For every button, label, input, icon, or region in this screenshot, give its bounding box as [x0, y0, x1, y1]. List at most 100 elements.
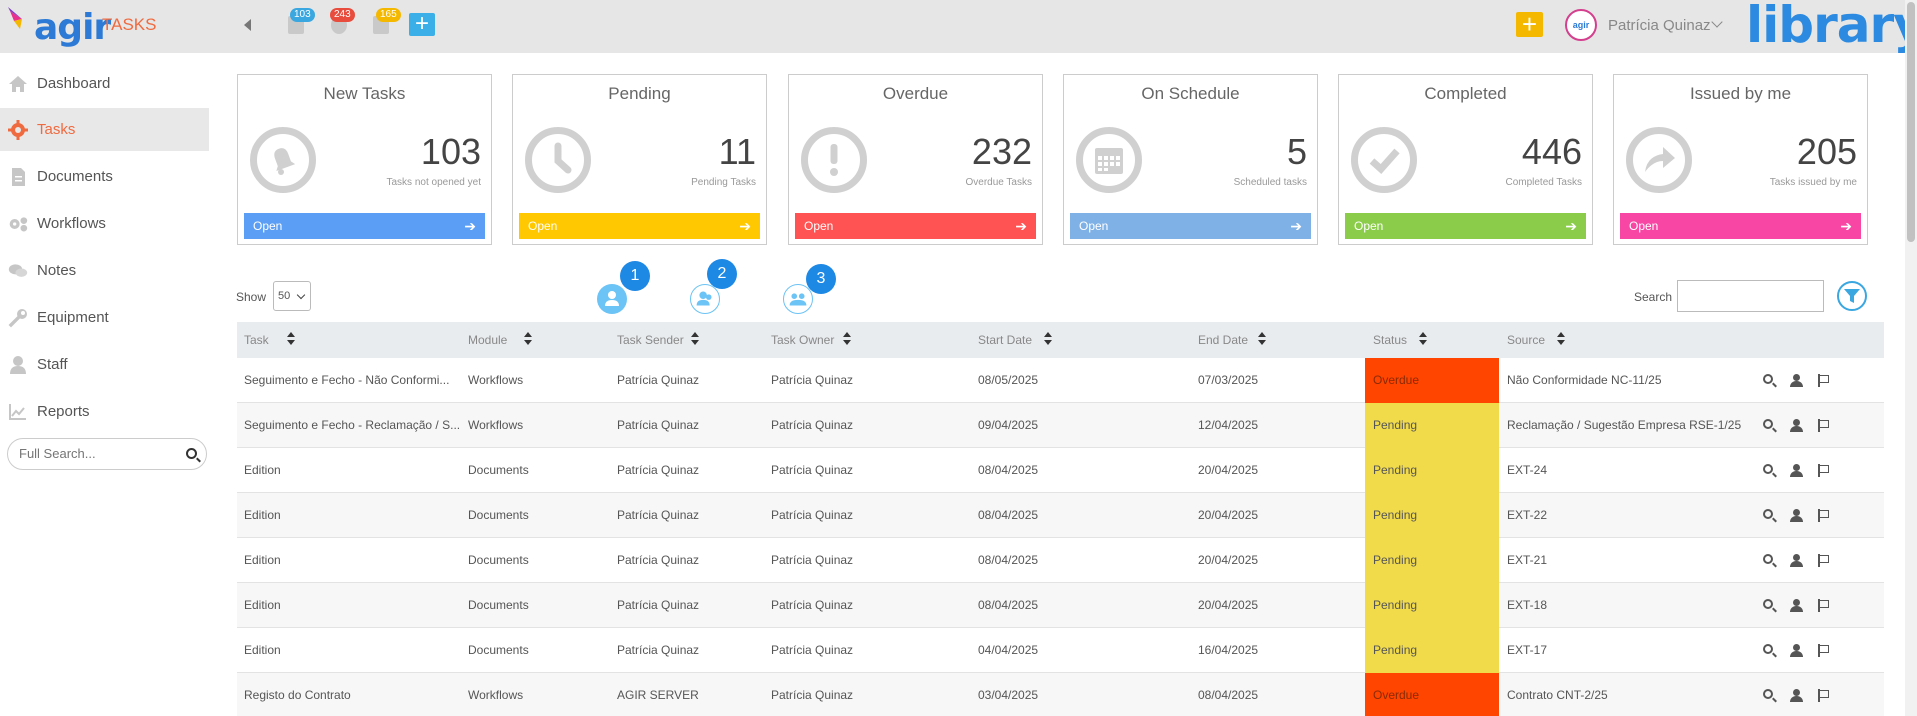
team-tasks-view-button[interactable] — [783, 284, 813, 314]
person-icon[interactable] — [1790, 419, 1803, 432]
flag-icon[interactable] — [1817, 554, 1830, 567]
flag-icon[interactable] — [1817, 599, 1830, 612]
home-icon — [9, 75, 27, 92]
table-row[interactable]: Seguimento e Fecho - Reclamação / S... W… — [237, 403, 1884, 448]
cell-task[interactable]: Registo do Contrato — [244, 688, 351, 702]
table-row[interactable]: Seguimento e Fecho - Não Conformi... Wor… — [237, 358, 1884, 403]
full-search-field[interactable] — [7, 438, 207, 470]
cell-module: Documents — [468, 553, 529, 567]
table-row[interactable]: Edition Documents Patrícia Quinaz Patríc… — [237, 583, 1884, 628]
flag-icon[interactable] — [1817, 689, 1830, 702]
column-label: Task — [244, 333, 269, 347]
person-icon[interactable] — [1790, 689, 1803, 702]
search-icon[interactable] — [186, 448, 197, 459]
open-new-tasks-button[interactable]: Open ➔ — [244, 213, 485, 239]
agir-logo[interactable]: agir — [8, 3, 111, 49]
sort-icon[interactable] — [691, 332, 699, 346]
open-completed-button[interactable]: Open ➔ — [1345, 213, 1586, 239]
person-icon[interactable] — [1790, 644, 1803, 657]
cell-owner: Patrícia Quinaz — [771, 418, 854, 432]
flag-icon[interactable] — [1817, 644, 1830, 657]
cell-sender: AGIR SERVER — [617, 688, 699, 702]
col-source[interactable]: Source — [1507, 332, 1565, 347]
quick-add-button[interactable]: + — [1516, 11, 1543, 37]
search-icon[interactable] — [1763, 509, 1773, 519]
card-title: On Schedule — [1141, 84, 1240, 103]
table-row[interactable]: Edition Documents Patrícia Quinaz Patríc… — [237, 448, 1884, 493]
collapse-sidebar-icon[interactable] — [244, 19, 251, 31]
cell-task[interactable]: Edition — [244, 508, 281, 522]
flag-icon[interactable] — [1817, 509, 1830, 522]
open-overdue-button[interactable]: Open ➔ — [795, 213, 1036, 239]
flag-icon[interactable] — [1817, 374, 1830, 387]
add-button[interactable]: + — [409, 12, 435, 36]
chevron-down-icon[interactable] — [1711, 16, 1723, 28]
cell-task[interactable]: Seguimento e Fecho - Reclamação / S... — [244, 418, 459, 432]
search-icon[interactable] — [1763, 419, 1773, 429]
group-tasks-view-button[interactable] — [690, 284, 720, 314]
open-on-schedule-button[interactable]: Open ➔ — [1070, 213, 1311, 239]
col-end-date[interactable]: End Date — [1198, 332, 1266, 347]
sidebar-item-equipment[interactable]: Equipment — [0, 296, 209, 339]
search-icon[interactable] — [1763, 554, 1773, 564]
table-row[interactable]: Registo do Contrato Workflows AGIR SERVE… — [237, 673, 1884, 716]
col-start-date[interactable]: Start Date — [978, 332, 1052, 347]
col-module[interactable]: Module — [468, 332, 532, 347]
person-icon[interactable] — [1790, 509, 1803, 522]
search-icon[interactable] — [1763, 374, 1773, 384]
sort-icon[interactable] — [1258, 332, 1266, 346]
page-size-select[interactable]: 50 — [273, 281, 311, 311]
cell-task[interactable]: Edition — [244, 598, 281, 612]
sidebar: Dashboard Tasks Documents Workflows Note… — [0, 53, 210, 716]
col-status[interactable]: Status — [1373, 332, 1427, 347]
col-task-owner[interactable]: Task Owner — [771, 332, 851, 347]
sort-icon[interactable] — [287, 332, 295, 346]
open-issued-by-me-button[interactable]: Open ➔ — [1620, 213, 1861, 239]
sidebar-item-reports[interactable]: Reports — [0, 390, 209, 433]
scrollbar-thumb[interactable] — [1907, 2, 1915, 242]
search-icon[interactable] — [1763, 464, 1773, 474]
person-icon[interactable] — [1790, 374, 1803, 387]
top-bar: agir TASKS 103 243 165 + + agir Patrícia… — [0, 0, 1917, 54]
flag-icon[interactable] — [1817, 419, 1830, 432]
search-icon[interactable] — [1763, 689, 1773, 699]
sidebar-item-notes[interactable]: Notes — [0, 249, 209, 292]
cell-source: Contrato CNT-2/25 — [1507, 688, 1608, 702]
sort-icon[interactable] — [1044, 332, 1052, 346]
sidebar-item-dashboard[interactable]: Dashboard — [0, 62, 209, 105]
table-row[interactable]: Edition Documents Patrícia Quinaz Patríc… — [237, 538, 1884, 583]
cell-task[interactable]: Edition — [244, 463, 281, 477]
person-icon[interactable] — [1790, 599, 1803, 612]
cell-task[interactable]: Edition — [244, 643, 281, 657]
col-task-sender[interactable]: Task Sender — [617, 332, 699, 347]
flag-icon[interactable] — [1817, 464, 1830, 477]
table-search-input[interactable] — [1677, 280, 1824, 312]
cell-sender: Patrícia Quinaz — [617, 598, 700, 612]
sort-icon[interactable] — [843, 332, 851, 346]
cell-task[interactable]: Seguimento e Fecho - Não Conformi... — [244, 373, 450, 387]
sort-icon[interactable] — [524, 332, 532, 346]
status-badge: Pending — [1365, 493, 1499, 538]
sort-icon[interactable] — [1419, 332, 1427, 346]
avatar[interactable]: agir — [1565, 9, 1597, 41]
user-name[interactable]: Patrícia Quinaz — [1608, 17, 1711, 34]
person-icon[interactable] — [1790, 464, 1803, 477]
open-pending-button[interactable]: Open ➔ — [519, 213, 760, 239]
cell-module: Documents — [468, 598, 529, 612]
person-icon[interactable] — [1790, 554, 1803, 567]
sidebar-item-documents[interactable]: Documents — [0, 155, 209, 198]
sidebar-item-tasks[interactable]: Tasks — [0, 108, 209, 151]
full-search-input[interactable] — [19, 446, 179, 461]
search-icon[interactable] — [1763, 599, 1773, 609]
cell-task[interactable]: Edition — [244, 553, 281, 567]
filter-button[interactable] — [1837, 281, 1867, 311]
users-count-badge: 243 — [330, 8, 355, 22]
sidebar-item-staff[interactable]: Staff — [0, 343, 209, 386]
table-row[interactable]: Edition Documents Patrícia Quinaz Patríc… — [237, 493, 1884, 538]
search-icon[interactable] — [1763, 644, 1773, 654]
sidebar-item-workflows[interactable]: Workflows — [0, 202, 209, 245]
my-tasks-view-button[interactable] — [597, 284, 627, 314]
col-task[interactable]: Task — [244, 332, 295, 347]
sort-icon[interactable] — [1557, 332, 1565, 346]
table-row[interactable]: Edition Documents Patrícia Quinaz Patríc… — [237, 628, 1884, 673]
